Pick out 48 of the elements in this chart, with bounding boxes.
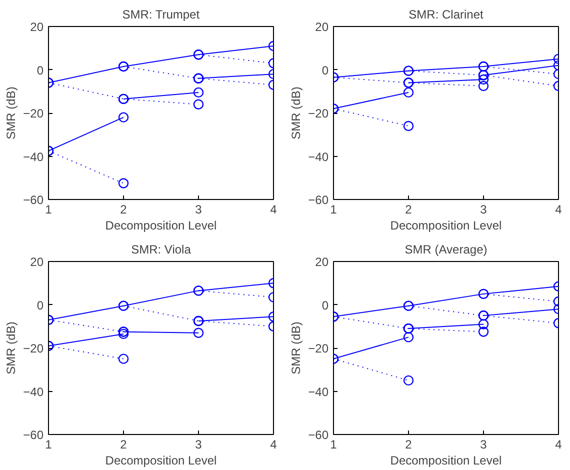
x-axis-title: Decomposition Level [390,454,502,468]
y-tick-label: −40 [308,150,329,164]
chart-title: SMR: Viola [131,242,192,256]
x-tick-label: 3 [195,202,202,216]
y-tick-label: −40 [23,150,44,164]
y-tick-label: −20 [308,106,329,120]
y-tick-label: 0 [36,63,44,78]
y-tick-label: −40 [308,384,329,399]
y-tick-label: 20 [315,20,329,34]
x-tick-label: 2 [120,438,128,452]
y-tick-label: 20 [30,20,44,34]
y-tick-label: 0 [322,298,329,312]
y-axis-title: SMR (dB) [289,86,304,140]
x-axis-title: Decomposition Level [390,218,502,232]
x-axis-title: Decomposition Level [105,454,217,468]
y-tick-label: 0 [322,63,329,78]
y-tick-label: 20 [30,255,44,269]
y-tick-label: −60 [308,193,329,207]
x-tick-label: 3 [195,438,202,452]
y-tick-label: 0 [36,298,44,312]
x-tick-label: 1 [45,438,52,452]
x-axis-title: Decomposition Level [105,218,217,232]
x-tick-label: 4 [555,438,562,452]
y-axis-title: SMR (dB) [4,322,18,374]
chart-title: SMR (Average) [404,242,488,256]
y-tick-label: −40 [23,384,44,399]
x-tick-label: 3 [480,438,488,452]
x-tick-label: 4 [555,202,562,216]
y-tick-label: −60 [23,193,44,207]
x-tick-label: 3 [480,202,488,216]
x-tick-label: 2 [405,438,412,452]
y-tick-label: −60 [308,428,329,442]
y-axis-title: SMR (dB) [289,322,304,374]
x-tick-label: 2 [120,202,128,216]
x-tick-label: 4 [270,202,278,216]
y-tick-label: 20 [315,255,329,269]
y-tick-label: −20 [23,106,44,120]
x-tick-label: 1 [45,202,52,216]
y-tick-label: −60 [23,428,44,442]
x-tick-label: 1 [330,438,338,452]
x-tick-label: 2 [405,202,412,216]
x-tick-label: 4 [270,438,278,452]
chart-title: SMR: Clarinet [408,8,484,22]
y-axis-title: SMR (dB) [4,86,18,140]
chart-title: SMR: Trumpet [122,8,200,22]
y-tick-label: −20 [23,342,44,356]
x-tick-label: 1 [330,202,338,216]
y-tick-label: −20 [308,342,329,356]
